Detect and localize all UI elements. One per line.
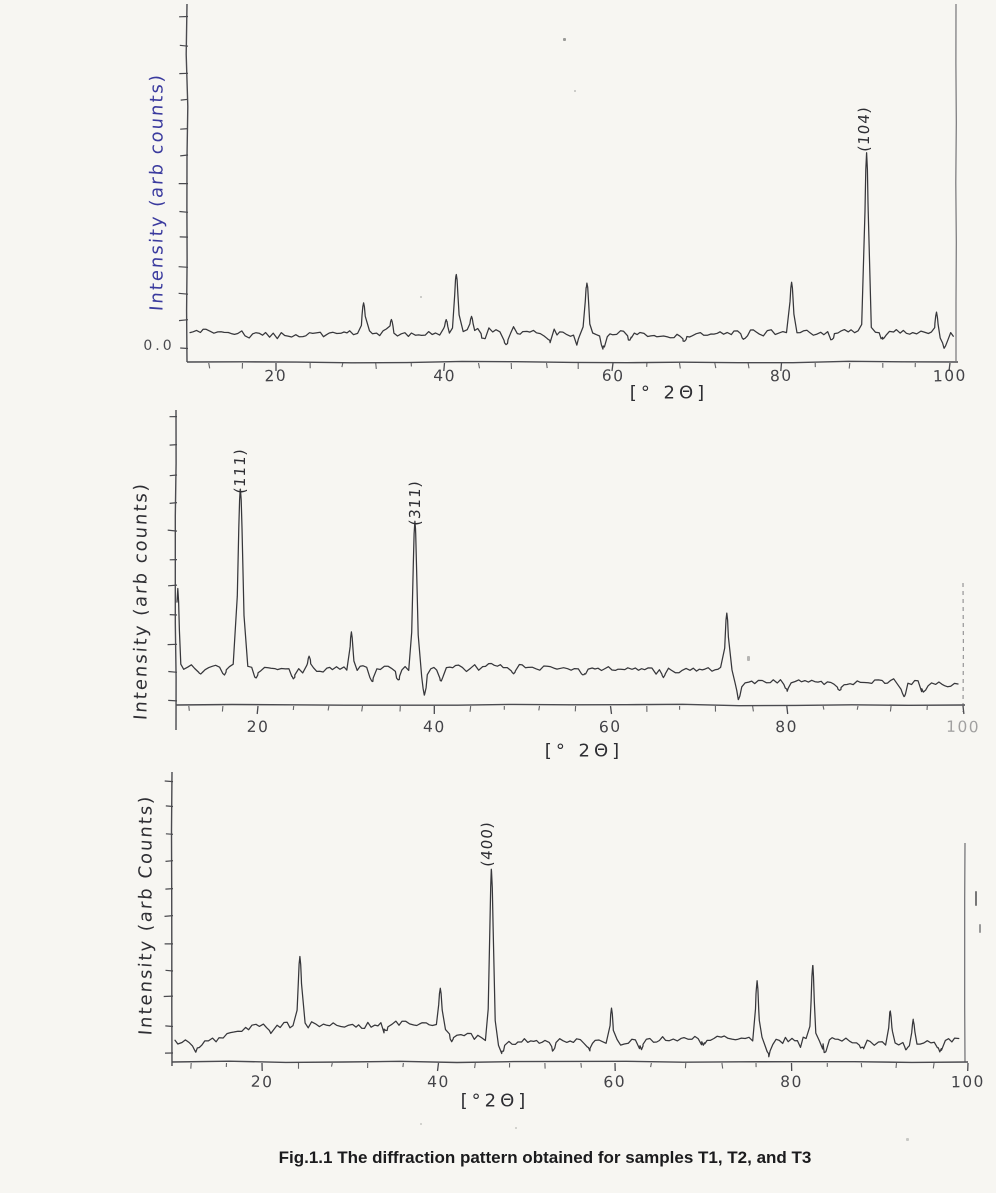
peak-label-400: (400) bbox=[478, 820, 496, 868]
peak-label-104: (104) bbox=[855, 105, 873, 153]
x-axis-minor-ticks bbox=[208, 362, 916, 370]
y-origin-label: 0.0 bbox=[143, 338, 175, 354]
x-tick-label: 80 bbox=[770, 367, 793, 386]
figure-caption: Fig.1.1 The diffraction pattern obtained… bbox=[278, 1148, 812, 1167]
scan-speck bbox=[563, 38, 566, 41]
y-axis-ticks bbox=[178, 15, 189, 350]
xrd-plot-t1: 20 40 60 80 100 bbox=[178, 3, 968, 386]
y-axis bbox=[185, 3, 189, 363]
scan-speck bbox=[574, 90, 576, 92]
x-tick-label: 60 bbox=[601, 367, 624, 386]
x-axis-major-ticks bbox=[275, 362, 951, 372]
x-tick-label: 20 bbox=[251, 1073, 274, 1092]
x-axis bbox=[186, 360, 959, 364]
x-tick-label: 80 bbox=[780, 1073, 803, 1091]
xrd-plot-t2: 20 40 60 80 100 bbox=[167, 409, 980, 737]
y-axis-label-t1: Intensity (arb counts) bbox=[146, 72, 168, 312]
plot-right-border bbox=[955, 3, 957, 361]
x-axis-minor-ticks bbox=[190, 1062, 935, 1069]
xrd-plot-t3: 20 40 60 80 100 bbox=[163, 771, 985, 1092]
diffraction-trace-t1 bbox=[189, 152, 954, 350]
y-axis-ticks bbox=[163, 780, 174, 1054]
x-tick-label: 40 bbox=[423, 718, 446, 737]
diffraction-trace-t2 bbox=[176, 488, 959, 701]
x-tick-label: 60 bbox=[603, 1073, 626, 1092]
x-axis-major-ticks bbox=[256, 705, 965, 715]
x-axis-label-t2: [° 2Θ] bbox=[544, 740, 624, 762]
scan-mark bbox=[979, 924, 981, 933]
x-axis bbox=[175, 703, 966, 707]
x-tick-label: 80 bbox=[775, 718, 798, 737]
x-tick-label: 100 bbox=[951, 1073, 985, 1092]
x-tick-label: 100 bbox=[946, 718, 980, 737]
x-axis-label-t3: [°2Θ] bbox=[460, 1090, 530, 1112]
y-axis bbox=[170, 771, 173, 1067]
y-axis-label-t3: Intensity (arb Counts) bbox=[135, 794, 157, 1036]
y-axis-label-t2: Intensity (arb counts) bbox=[130, 481, 152, 721]
peak-label-111: (111) bbox=[231, 447, 249, 495]
x-axis-major-ticks bbox=[261, 1062, 969, 1072]
x-tick-label: 20 bbox=[247, 718, 270, 736]
scan-speck bbox=[747, 656, 750, 661]
x-axis-label-t1: [° 2Θ] bbox=[629, 382, 709, 404]
scan-speck bbox=[515, 1127, 517, 1129]
y-axis bbox=[174, 409, 177, 731]
x-tick-label: 60 bbox=[599, 718, 622, 737]
x-tick-label: 40 bbox=[427, 1073, 450, 1091]
x-tick-label: 100 bbox=[933, 367, 968, 386]
scan-speck bbox=[906, 1138, 909, 1141]
diffraction-trace-t3 bbox=[174, 868, 960, 1058]
x-axis bbox=[171, 1060, 969, 1064]
scan-speck bbox=[420, 1123, 422, 1125]
x-axis-minor-ticks bbox=[188, 705, 928, 712]
scan-mark bbox=[975, 891, 977, 906]
x-tick-label: 40 bbox=[433, 367, 456, 386]
x-tick-label: 20 bbox=[264, 367, 287, 386]
y-axis-ticks bbox=[167, 416, 178, 702]
scan-speck bbox=[420, 296, 422, 298]
peak-label-311: (311) bbox=[406, 479, 424, 527]
